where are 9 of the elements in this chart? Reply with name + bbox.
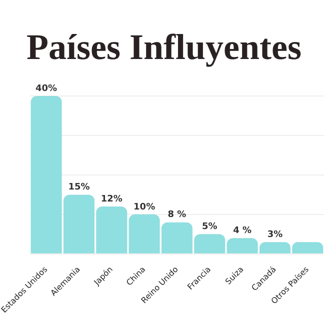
data-label: 4 %	[233, 226, 252, 236]
data-label: 5%	[202, 222, 218, 232]
data-label: 3%	[267, 230, 283, 240]
data-label: 8 %	[168, 210, 186, 220]
chart-title: Países Influyentes	[25, 26, 302, 69]
data-label: 40%	[36, 84, 58, 94]
data-label: 15%	[68, 182, 90, 193]
data-label: 10%	[134, 202, 156, 212]
data-label: 12%	[100, 194, 122, 204]
